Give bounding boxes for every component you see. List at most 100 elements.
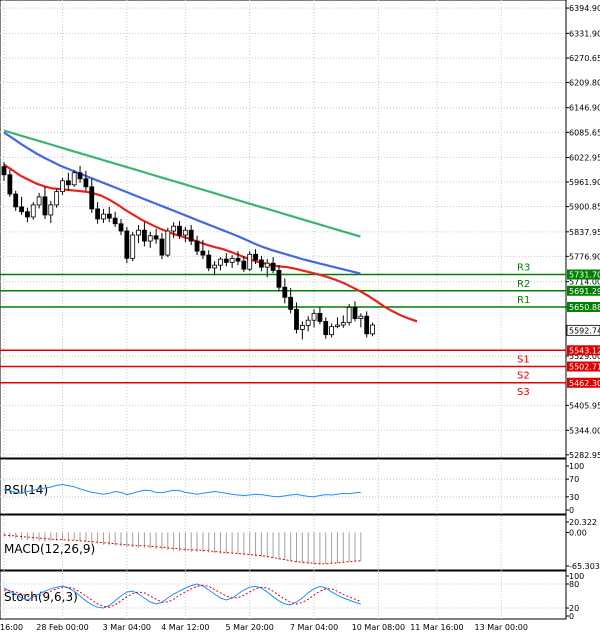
candle xyxy=(118,218,124,236)
candle xyxy=(346,304,352,326)
stoch-tick-label: 80 xyxy=(569,580,579,589)
candle xyxy=(60,177,65,195)
candle xyxy=(7,169,13,197)
price-tick-label: 5405.95 xyxy=(569,401,600,410)
candle-body xyxy=(200,250,206,256)
level-value-s1: 5543.12 xyxy=(569,346,600,355)
current-price-frame xyxy=(566,324,600,336)
candle xyxy=(352,301,358,322)
candle-body xyxy=(65,180,71,186)
stoch-label: Stoch(9,6,3) xyxy=(4,590,78,604)
candle xyxy=(83,170,89,191)
candle-body xyxy=(182,229,188,236)
time-tick-label: 3 Mar 04:00 xyxy=(103,623,151,632)
stoch-k-line xyxy=(3,583,361,609)
candle-body xyxy=(276,269,282,288)
candle xyxy=(89,178,95,213)
candle-body xyxy=(60,180,65,193)
price-tick-label: 6394.90 xyxy=(569,4,600,13)
candle xyxy=(19,196,24,215)
candle-body xyxy=(7,174,13,195)
level-value-box xyxy=(567,361,600,372)
time-tick-label: 16:00 xyxy=(0,623,23,632)
candle-body xyxy=(165,230,171,256)
macd-tick-label: 0.00 xyxy=(569,528,587,537)
candle-body xyxy=(370,324,375,335)
pivot-levels: R3 5731.70 R2 5691.29 R1 5650.88 S1 5543.12 S2 55… xyxy=(0,263,600,398)
candle-body xyxy=(42,196,48,216)
level-value-box xyxy=(567,301,600,312)
candle xyxy=(270,257,276,274)
candle xyxy=(247,251,253,272)
rsi-tick-label: 0 xyxy=(569,506,574,515)
candle-body xyxy=(83,178,89,188)
candle xyxy=(130,231,136,262)
candle xyxy=(264,259,270,278)
candle-body xyxy=(124,230,130,259)
candle xyxy=(294,302,299,334)
level-name-r2: R2 xyxy=(517,279,530,290)
candle-body xyxy=(24,211,30,218)
rsi-tick-label: 30 xyxy=(569,493,579,502)
level-value-r3: 5731.70 xyxy=(569,271,600,280)
candle-body xyxy=(264,262,270,268)
level-value-box xyxy=(567,285,600,296)
candle xyxy=(305,316,311,332)
candle-body xyxy=(235,257,241,262)
rsi-pane: RSI(14) 100 70 30 0 xyxy=(0,462,584,515)
macd-label: MACD(12,26,9) xyxy=(4,542,95,556)
price-tick-label: 6022.95 xyxy=(569,154,600,163)
macd-tick-label: 20.322 xyxy=(569,518,597,527)
candle-body xyxy=(212,264,218,269)
candle xyxy=(48,200,54,223)
candle xyxy=(317,307,323,325)
candle xyxy=(311,309,317,328)
candle-body xyxy=(147,235,153,242)
candle xyxy=(276,265,282,292)
level-name-r3: R3 xyxy=(517,263,530,274)
candle xyxy=(212,261,218,276)
candle xyxy=(77,165,83,183)
candle xyxy=(165,227,171,258)
time-tick-label: 11 Mar 16:00 xyxy=(410,623,463,632)
candle-body xyxy=(171,225,177,232)
rsi-line xyxy=(3,483,361,498)
time-tick-label: 4 Mar 12:00 xyxy=(161,623,209,632)
stoch-d-line xyxy=(3,584,361,608)
rsi-tick-label: 70 xyxy=(569,475,579,484)
candle-body xyxy=(323,321,329,336)
price-tick-label: 5714.00 xyxy=(569,278,600,287)
candle xyxy=(65,172,71,191)
candle xyxy=(370,322,375,337)
price-tick-label: 6331.90 xyxy=(569,29,600,38)
level-name-s2: S2 xyxy=(517,371,530,382)
candle-body xyxy=(335,324,340,328)
candle-body xyxy=(130,234,136,259)
price-tick-label: 5344.00 xyxy=(569,426,600,435)
level-value-s3: 5462.30 xyxy=(569,379,600,388)
candle-body xyxy=(288,296,294,310)
moving-averages xyxy=(3,129,418,323)
time-tick-label: 7 Mar 04:00 xyxy=(290,623,338,632)
price-pane-frame xyxy=(0,0,567,459)
candle xyxy=(54,188,60,208)
level-value-box xyxy=(567,377,600,388)
level-value-box xyxy=(567,269,600,280)
candle-body xyxy=(311,312,317,321)
time-tick-label: 10 Mar 08:00 xyxy=(352,623,405,632)
current-price-value: 5592.74 xyxy=(569,326,600,335)
candle xyxy=(36,192,42,209)
price-tick-label: 5837.95 xyxy=(569,228,600,237)
price-tick-label: 6209.80 xyxy=(569,78,600,87)
candle-body xyxy=(346,306,352,324)
candle xyxy=(299,321,305,340)
candle-body xyxy=(229,257,235,263)
candle xyxy=(194,235,200,256)
candle-body xyxy=(101,213,106,220)
level-name-s1: S1 xyxy=(517,354,530,365)
candle xyxy=(200,239,206,260)
price-tick-label: 5282.95 xyxy=(569,451,600,460)
candle-body xyxy=(19,206,24,213)
level-value-r1: 5650.88 xyxy=(569,303,600,312)
